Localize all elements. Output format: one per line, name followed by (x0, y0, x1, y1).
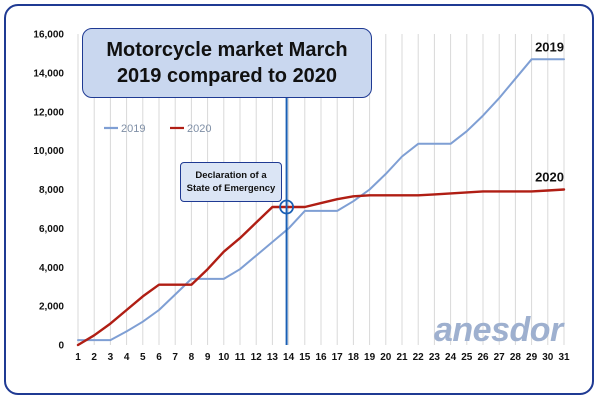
x-tick-label: 12 (251, 352, 263, 363)
x-tick-label: 29 (526, 352, 538, 363)
x-tick-label: 11 (235, 352, 246, 363)
annotation-line-1: Declaration of a (195, 170, 267, 181)
x-tick-label: 27 (494, 352, 506, 363)
x-tick-label: 13 (267, 352, 279, 363)
end-label-2020: 2020 (535, 170, 564, 185)
y-tick-label: 10,000 (33, 146, 64, 157)
chart-title-line-2: 2019 compared to 2020 (116, 65, 338, 87)
x-tick-label: 17 (332, 352, 344, 363)
x-tick-label: 28 (510, 352, 522, 363)
x-tick-label: 26 (477, 352, 489, 363)
y-tick-label: 16,000 (33, 30, 64, 41)
x-tick-label: 23 (429, 352, 441, 363)
y-tick-label: 0 (58, 341, 64, 352)
x-tick-label: 30 (542, 352, 554, 363)
annotation-box: Declaration of a State of Emergency (180, 162, 282, 202)
chart-title-line-1: Motorcycle market March (106, 39, 348, 61)
x-tick-label: 5 (140, 352, 146, 363)
series-line-2020 (76, 188, 566, 347)
x-tick-label: 4 (124, 352, 130, 363)
emergency-marker (279, 199, 295, 215)
x-tick-label: 31 (558, 352, 570, 363)
brand-logo: anesdor (434, 311, 563, 349)
legend: 2019 2020 (104, 123, 211, 135)
y-tick-label: 6,000 (39, 224, 64, 235)
x-tick-label: 19 (364, 352, 376, 363)
x-tick-label: 6 (156, 352, 162, 363)
y-tick-label: 8,000 (39, 185, 64, 196)
x-tick-label: 22 (413, 352, 425, 363)
x-tick-label: 1 (75, 352, 81, 363)
series: 2019 2020 (76, 39, 566, 347)
x-tick-label: 10 (218, 352, 230, 363)
annotation-line-2: State of Emergency (186, 183, 276, 194)
x-tick-label: 15 (299, 352, 311, 363)
y-tick-label: 2,000 (39, 302, 64, 313)
x-tick-label: 18 (348, 352, 360, 363)
x-tick-label: 25 (461, 352, 473, 363)
chart-title: Motorcycle market March 2019 compared to… (82, 28, 372, 98)
x-tick-label: 24 (445, 352, 457, 363)
chart-frame: 0 2,000 4,000 6,000 8,000 10,000 12,000 14,000 1… (4, 4, 594, 395)
y-tick-label: 4,000 (39, 263, 64, 274)
x-tick-label: 9 (205, 352, 211, 363)
x-tick-label: 16 (315, 352, 327, 363)
axes: 0 2,000 4,000 6,000 8,000 10,000 12,000 14,000 1… (33, 30, 570, 364)
legend-label-2019: 2019 (121, 123, 145, 135)
end-label-2019: 2019 (535, 39, 564, 54)
x-tick-label: 7 (172, 352, 178, 363)
y-tick-label: 12,000 (33, 107, 64, 118)
x-tick-label: 20 (380, 352, 392, 363)
x-tick-label: 3 (108, 352, 114, 363)
x-tick-label: 8 (189, 352, 195, 363)
x-tick-label: 2 (91, 352, 97, 363)
legend-label-2020: 2020 (187, 123, 211, 135)
series-line-2019 (77, 58, 565, 342)
annotation (279, 98, 295, 345)
y-tick-label: 14,000 (33, 68, 64, 79)
x-tick-label: 21 (396, 352, 408, 363)
x-tick-label: 14 (283, 352, 295, 363)
